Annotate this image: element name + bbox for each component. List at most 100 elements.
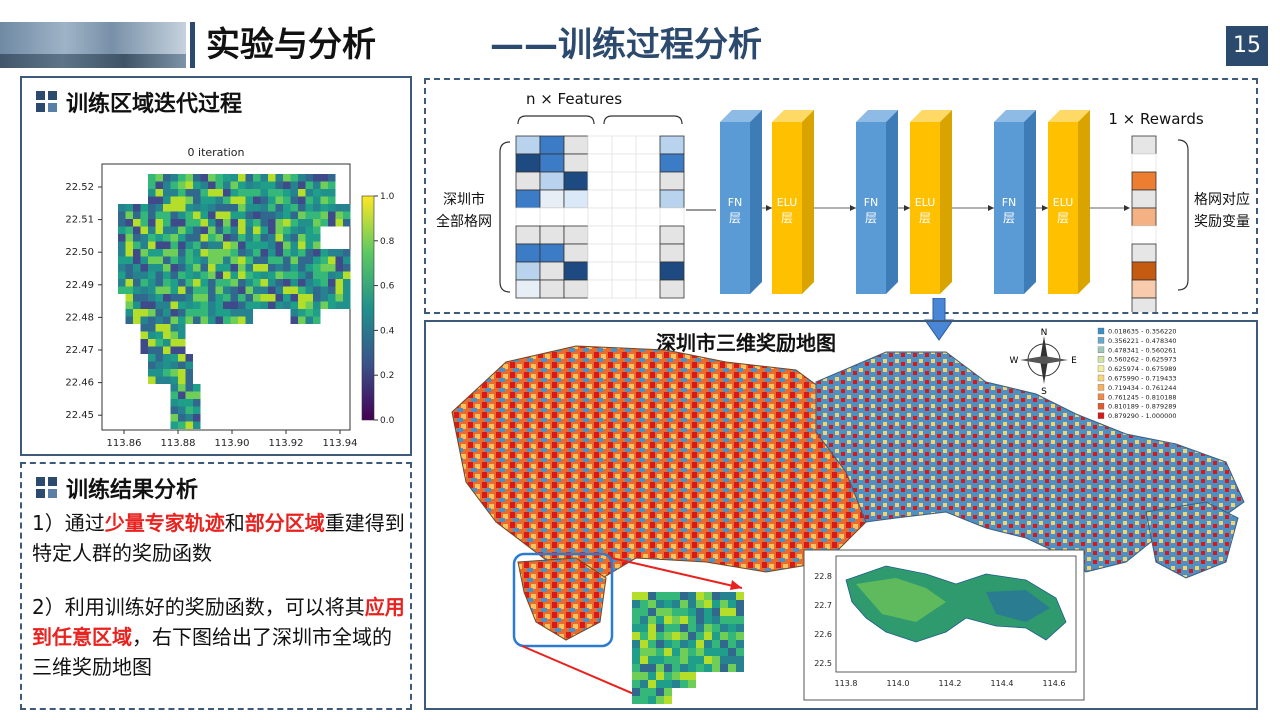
reward-cell [1131,279,1157,299]
zoom-heatmap-cell [688,680,696,688]
heatmap-cell [155,316,163,324]
heatmap-cell [140,301,148,309]
heatmap-cell [320,249,328,257]
fn-layer: FN 层 [720,110,762,294]
heatmap-cell [148,294,156,302]
heatmap-cell [290,271,298,279]
zoom-heatmap-cell [648,656,656,664]
zoom-heatmap-cell [672,616,680,624]
reward-cell [1131,135,1157,155]
matrix-cell [635,171,661,191]
zoom-heatmap-cell [640,680,648,688]
zoom-heatmap-cell [632,648,640,656]
heatmap-cell [238,181,246,189]
heatmap-cell [253,256,261,264]
heatmap-cell [155,354,163,362]
zoom-heatmap-cell [736,616,744,624]
zoom-heatmap-cell [648,632,656,640]
heatmap-cell [140,226,148,234]
heatmap-cell [193,271,201,279]
heatmap-cell [170,196,178,204]
heatmap-cell [253,241,261,249]
zoom-heatmap-cell [704,592,712,600]
heatmap-cell [215,309,223,317]
heatmap-cell [208,316,216,324]
matrix-cell [659,207,685,227]
heatmap-cell [163,316,171,324]
zoom-heatmap-cell [688,624,696,632]
heatmap-cell [185,226,193,234]
heatmap-cell [133,234,141,242]
reward-cell [1131,297,1157,317]
heatmap-cell [140,211,148,219]
heatmap-cell [178,384,186,392]
heatmap-cell [335,279,343,287]
heatmap-cell [163,339,171,347]
input-label-line1: 深圳市 [443,191,485,208]
heatmap-cell [238,234,246,242]
heatmap-cell [163,309,171,317]
heatmap-cell [193,279,201,287]
svg-text:E: E [1071,356,1077,366]
heatmap-cell [268,249,276,257]
heatmap-cell [343,211,351,219]
zoom-heatmap-cell [680,672,688,680]
zoom-heatmap-cell [680,656,688,664]
heatmap-cell [208,301,216,309]
heatmap-cell [125,226,133,234]
zoom-heatmap-cell [656,656,664,664]
zoom-heatmap-cell [648,696,656,704]
heatmap-cell [260,181,268,189]
zoom-heatmap-cell [664,656,672,664]
heatmap-cell [170,331,178,339]
matrix-cell [587,189,613,209]
heatmap-cell [253,219,261,227]
heatmap-cell [118,241,126,249]
heatmap-cell [328,249,336,257]
heatmap-cell [298,204,306,212]
zoom-heatmap-cell [680,624,688,632]
heatmap-cell [178,309,186,317]
shenzhen-west-region [451,345,867,583]
plot-title: 0 iteration [188,146,245,159]
heatmap-cell [245,211,253,219]
heatmap-cell [245,279,253,287]
heatmap-cell [125,286,133,294]
heatmap-cell [328,264,336,272]
heatmap-cell [298,241,306,249]
zoom-heatmap-cell [688,632,696,640]
heatmap-cell [208,256,216,264]
heatmap-cell [238,279,246,287]
heatmap-cell [313,174,321,182]
heatmap-cell [215,211,223,219]
matrix-cell [539,153,565,173]
heatmap-cell [260,256,268,264]
zoom-heatmap-cell [664,632,672,640]
matrix-cell [635,135,661,155]
heatmap-cell [148,204,156,212]
heatmap-cell [238,256,246,264]
heatmap-cell [178,174,186,182]
heatmap-cell [185,211,193,219]
heatmap-cell [253,279,261,287]
zoom-heatmap-cell [696,616,704,624]
heatmap-cell [305,279,313,287]
heatmap-cell [178,211,186,219]
heatmap-cell [140,279,148,287]
heatmap-cell [140,234,148,242]
zoom-heatmap-cell [712,648,720,656]
heatmap-cell [178,256,186,264]
zoom-heatmap-cell [640,632,648,640]
colorbar-tick-label: 1.0 [380,192,395,202]
heatmap-cell [275,294,283,302]
heatmap-cell [253,301,261,309]
heatmap-cell [343,256,351,264]
heatmap-cell [260,226,268,234]
zoom-heatmap-cell [728,624,736,632]
matrix-cell [539,261,565,281]
inset-x-tick-label: 113.8 [835,679,858,688]
colorbar-tick-label: 0.8 [380,237,395,247]
heatmap-cell [238,241,246,249]
zoom-heatmap-cell [704,624,712,632]
heatmap-cell [268,241,276,249]
